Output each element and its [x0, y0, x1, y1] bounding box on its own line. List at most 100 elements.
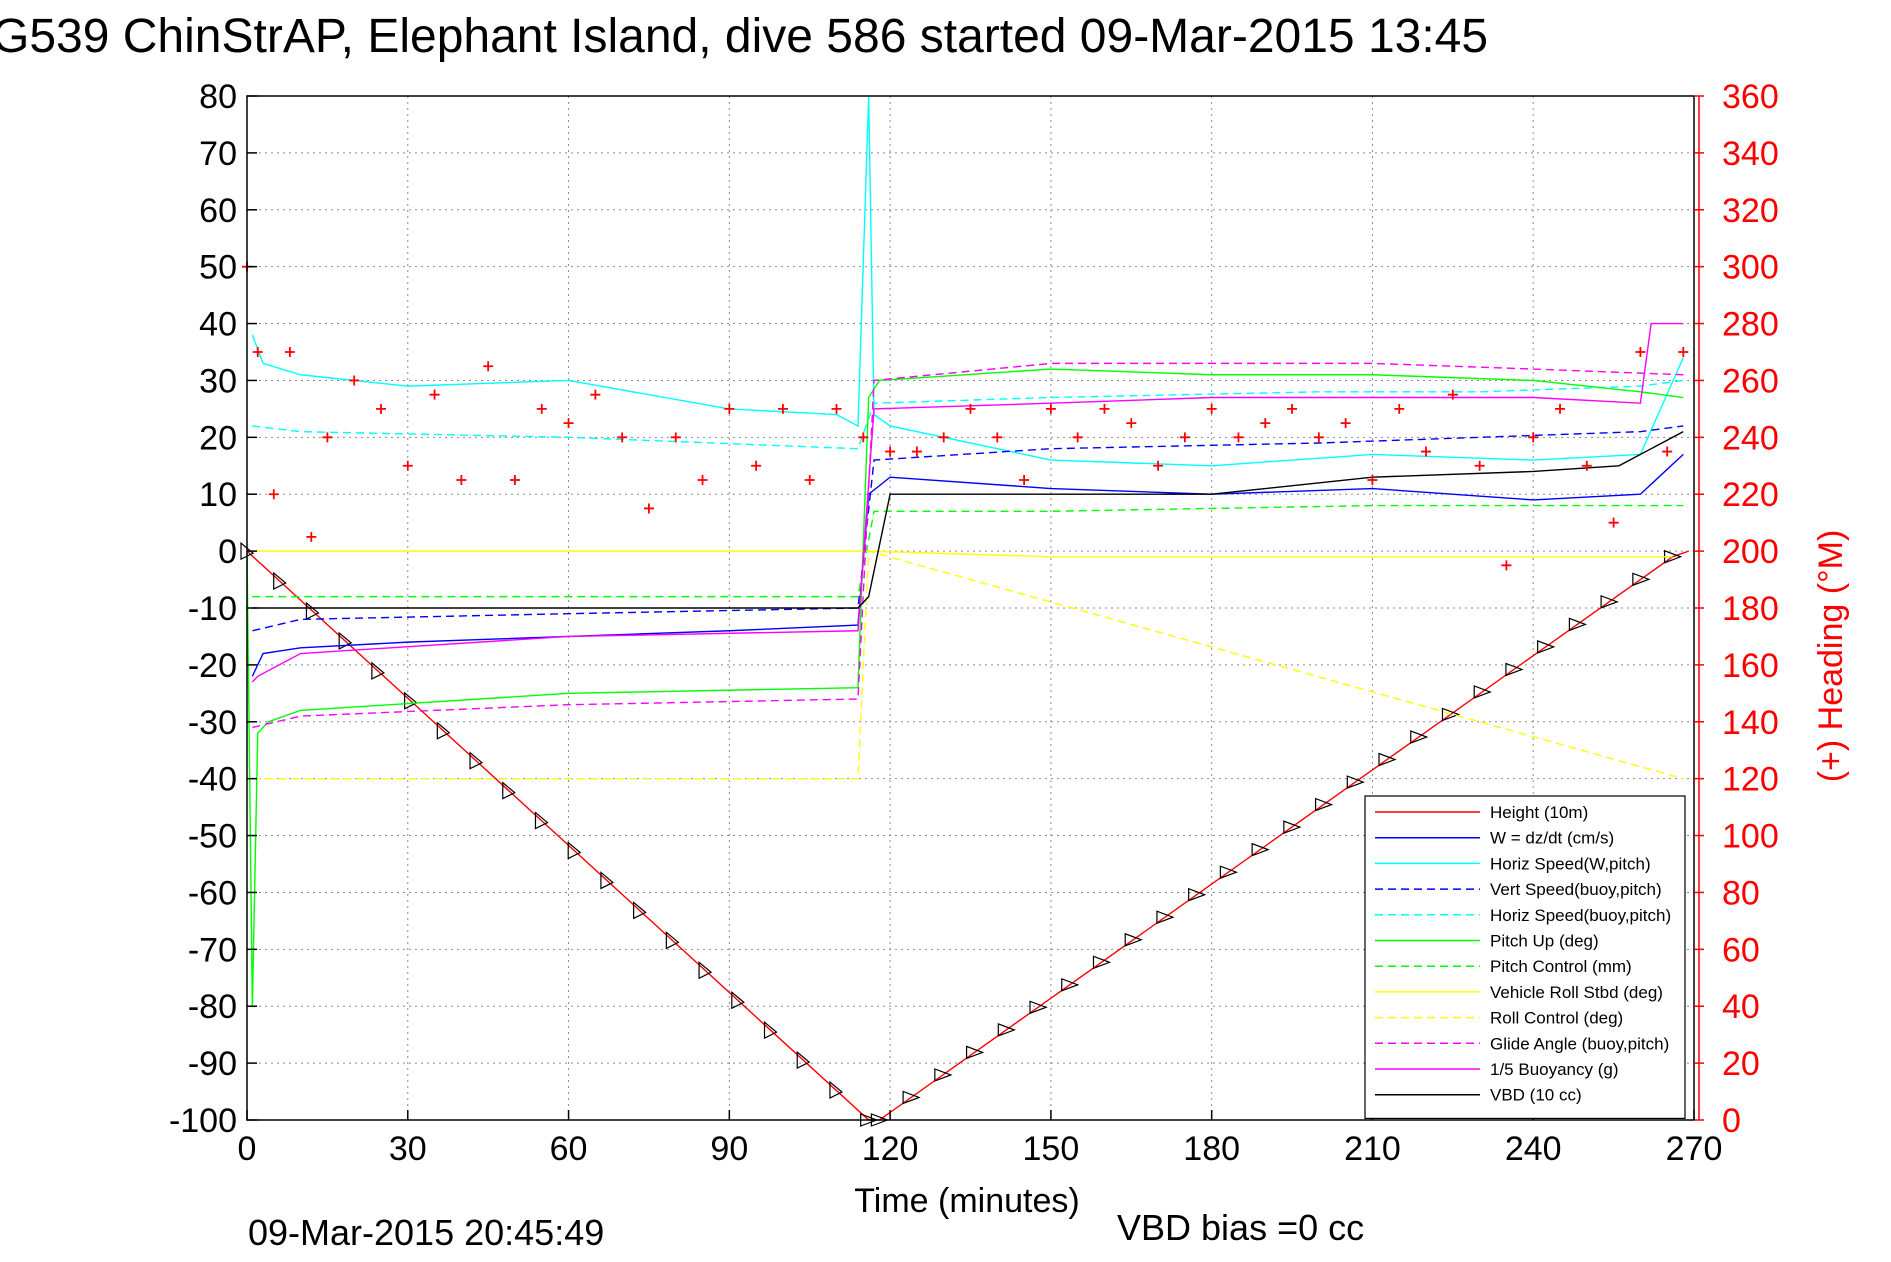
heading-point: [483, 361, 494, 372]
heading-point: [1260, 418, 1271, 429]
heading-point: [1421, 446, 1432, 457]
depth-marker: [1251, 842, 1270, 857]
y-tick-label: 10: [199, 476, 237, 514]
y-tick-label: 70: [199, 135, 237, 173]
heading-point: [1153, 460, 1164, 471]
legend-label: Height (10m): [1490, 803, 1588, 822]
heading-point: [1447, 389, 1458, 400]
heading-point: [938, 432, 949, 443]
right-tick-label: 180: [1722, 590, 1779, 628]
footer-vbd-bias: VBD bias =0 cc: [1117, 1207, 1364, 1248]
heading-point: [1126, 418, 1137, 429]
depth-marker: [1156, 910, 1175, 925]
heading-point: [1555, 403, 1566, 414]
depth-marker: [1314, 797, 1334, 812]
depth-marker: [731, 990, 745, 1010]
series-vbd-10-cc: [252, 431, 1684, 609]
depth-marker: [796, 1050, 811, 1070]
depth-marker: [698, 961, 713, 980]
heading-point: [375, 403, 386, 414]
heading-point: [1394, 403, 1405, 414]
depth-marker: [665, 931, 680, 950]
x-tick-label: 0: [238, 1130, 257, 1168]
depth-marker: [1092, 955, 1112, 970]
right-tick-label: 240: [1722, 419, 1779, 457]
x-tick-label: 270: [1666, 1130, 1723, 1168]
heading-point: [1581, 460, 1592, 471]
heading-point: [643, 503, 654, 514]
depth-marker: [1061, 977, 1080, 992]
legend-label: Pitch Up (deg): [1490, 932, 1599, 951]
heading-point: [1501, 560, 1512, 571]
legend-label: Glide Angle (buoy,pitch): [1490, 1034, 1669, 1053]
heading-point: [402, 460, 413, 471]
heading-point: [1474, 460, 1485, 471]
y-tick-label: 30: [199, 362, 237, 400]
depth-marker: [763, 1020, 778, 1040]
x-tick-label: 60: [550, 1130, 588, 1168]
right-tick-label: 120: [1722, 761, 1779, 799]
depth-marker: [403, 691, 418, 710]
x-tick-label: 120: [862, 1130, 919, 1168]
heading-point: [885, 446, 896, 457]
y-tick-label: 40: [199, 306, 237, 344]
depth-marker: [1568, 617, 1588, 632]
heading-point: [992, 432, 1003, 443]
depth-marker: [371, 661, 385, 680]
footer-timestamp: 09-Mar-2015 20:45:49: [248, 1212, 604, 1253]
depth-marker: [1188, 887, 1207, 902]
legend-label: Pitch Control (mm): [1490, 957, 1632, 976]
y-tick-label: 80: [199, 78, 237, 116]
series-1-5-buoyancy-g: [251, 322, 1684, 683]
right-tick-label: 340: [1722, 135, 1779, 173]
heading-point: [911, 446, 922, 457]
heading-point: [1367, 475, 1378, 485]
y-tick-label: 50: [199, 249, 237, 287]
heading-point: [804, 475, 815, 485]
heading-point: [831, 403, 842, 414]
y-tick-label: -40: [188, 761, 237, 799]
series-roll-control-deg: [252, 550, 1684, 780]
heading-point: [1099, 403, 1110, 414]
right-tick-label: 80: [1722, 874, 1760, 912]
depth-marker: [1124, 932, 1143, 947]
heading-point: [617, 432, 628, 443]
right-tick-label: 100: [1722, 818, 1779, 856]
heading-point: [268, 489, 279, 500]
y-tick-label: -10: [188, 590, 237, 628]
y-tick-label: -20: [188, 647, 237, 685]
depth-marker: [600, 871, 615, 890]
y-tick-label: -60: [188, 874, 237, 912]
right-tick-label: 200: [1722, 533, 1779, 571]
legend-label: Vert Speed(buoy,pitch): [1490, 880, 1662, 899]
series-pitch-control-mm: [252, 504, 1684, 598]
heading-point: [349, 375, 360, 386]
depth-marker: [436, 721, 451, 740]
heading-point: [536, 403, 547, 414]
x-tick-label: 240: [1505, 1130, 1562, 1168]
depth-marker: [1441, 707, 1461, 722]
series-horiz-speed-w-pitch: [251, 95, 1684, 467]
series-glide-angle-buoy-pitch: [252, 362, 1684, 729]
right-tick-label: 60: [1722, 931, 1760, 969]
x-tick-label: 90: [710, 1130, 748, 1168]
heading-point: [1608, 517, 1619, 528]
series-horiz-speed-buoy-pitch: [252, 379, 1684, 450]
heading-point: [777, 403, 788, 414]
depth-marker: [502, 781, 516, 800]
heading-point: [1206, 403, 1217, 414]
legend-label: W = dz/dt (cm/s): [1490, 829, 1614, 848]
legend-label: Horiz Speed(buoy,pitch): [1490, 906, 1671, 925]
depth-marker: [1410, 730, 1429, 744]
depth-marker: [1283, 820, 1302, 835]
depth-marker: [902, 1090, 921, 1105]
right-tick-label: 360: [1722, 78, 1779, 116]
depth-marker: [273, 571, 287, 591]
heading-point: [1287, 403, 1298, 414]
axis-ticks: 80706050403020100-10-20-30-40-50-60-70-8…: [169, 78, 1779, 1168]
y-tick-label: 60: [199, 192, 237, 230]
right-tick-label: 280: [1722, 306, 1779, 344]
heading-point: [858, 432, 869, 443]
heading-point: [456, 475, 467, 485]
